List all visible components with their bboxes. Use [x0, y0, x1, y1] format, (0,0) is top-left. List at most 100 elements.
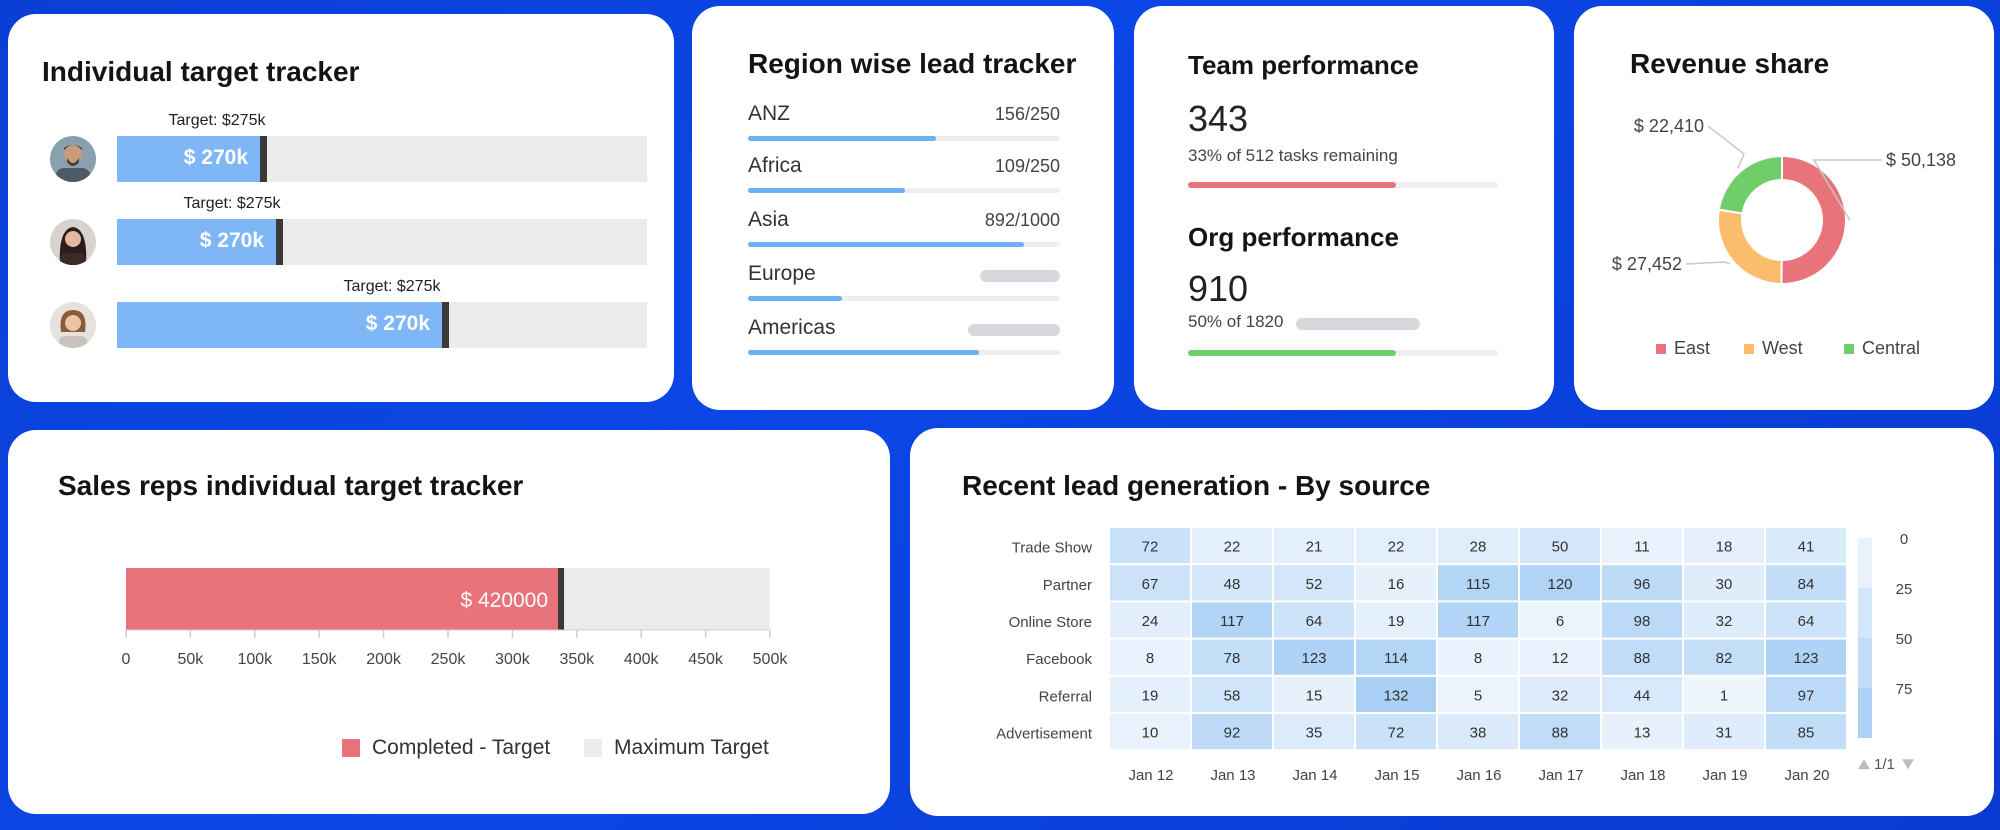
heatmap-cell	[1192, 565, 1272, 601]
legend-label: Central	[1862, 338, 1921, 358]
heatmap-cell	[1110, 639, 1190, 675]
legend-item-maximum[interactable]: Maximum Target	[584, 736, 769, 760]
legend-item-completed[interactable]: Completed - Target	[342, 736, 550, 760]
slice-value-label: $ 27,452	[1612, 254, 1682, 274]
cell-value: 11	[1634, 539, 1650, 556]
loading-placeholder	[968, 324, 1060, 336]
cell-value: 22	[1224, 539, 1241, 556]
heatmap-cell	[1110, 714, 1190, 750]
heatmap-cell	[1110, 565, 1190, 601]
cell-value: 48	[1224, 576, 1241, 593]
column-label: Jan 19	[1702, 767, 1747, 784]
region-row[interactable]: Americas	[748, 316, 1060, 362]
individual-target-tracker-card: Individual target tracker Target: $275k …	[8, 14, 674, 402]
cell-value: 1	[1720, 687, 1728, 704]
region-name: Africa	[748, 154, 802, 177]
progress-track	[748, 296, 1060, 301]
heatmap-cell	[1192, 528, 1272, 564]
cell-value: 8	[1146, 650, 1154, 667]
heatmap-cell	[1110, 676, 1190, 712]
row-label: Advertisement	[996, 726, 1093, 743]
avatar	[50, 136, 96, 182]
org-progress-track	[1188, 350, 1498, 356]
heatmap-cell	[1520, 676, 1600, 712]
x-tick-label: 150k	[302, 651, 338, 668]
cell-value: 92	[1224, 725, 1241, 742]
card-title: Recent lead generation - By source	[962, 470, 1431, 501]
cell-value: 88	[1634, 650, 1651, 667]
cell-value: 64	[1798, 613, 1815, 630]
region-lead-tracker-card: Region wise lead tracker ANZ 156/250 Afr…	[692, 6, 1114, 410]
heatmap-cell	[1356, 676, 1436, 712]
target-row[interactable]: Target: $275k $ 270k	[42, 112, 648, 182]
column-label: Jan 20	[1784, 767, 1829, 784]
heatmap-cell	[1602, 639, 1682, 675]
team-progress-fill	[1188, 182, 1396, 188]
legend-label: East	[1674, 338, 1711, 358]
org-performance-title: Org performance	[1188, 222, 1399, 252]
heatmap-cell	[1602, 565, 1682, 601]
x-tick-label: 250k	[431, 651, 467, 668]
region-row[interactable]: Africa 109/250	[748, 154, 1060, 200]
cell-value: 58	[1224, 687, 1241, 704]
scale-label: 75	[1896, 681, 1913, 698]
slice-value-label: $ 50,138	[1886, 150, 1956, 170]
cell-value: 117	[1466, 613, 1490, 630]
region-row[interactable]: Europe	[748, 262, 1060, 308]
progress-fill	[748, 350, 979, 355]
donut-slice-east	[1780, 154, 1847, 285]
heatmap-cell	[1438, 714, 1518, 750]
pager-label: 1/1	[1874, 756, 1895, 773]
cell-value: 98	[1634, 613, 1651, 630]
cell-value: 16	[1388, 576, 1405, 593]
target-row[interactable]: Target: $275k $ 270k	[42, 278, 648, 348]
x-tick-label: 450k	[688, 651, 724, 668]
card-title: Sales reps individual target tracker	[58, 470, 524, 501]
progress-track	[748, 188, 1060, 193]
progress-track	[748, 350, 1060, 355]
progress-track	[748, 242, 1060, 247]
heatmap-cell	[1274, 676, 1354, 712]
heatmap-cell	[1602, 602, 1682, 638]
heatmap-cell	[1520, 528, 1600, 564]
cell-value: 52	[1306, 576, 1323, 593]
revenue-share-card: Revenue share $ 50,138 $ 27,452 $ 22,410 E…	[1574, 6, 1994, 410]
lead-generation-card: Recent lead generation - By source Trade…	[910, 428, 1994, 816]
cell-value: 5	[1474, 687, 1482, 704]
org-performance-value: 910	[1188, 268, 1249, 309]
x-tick-label: 350k	[559, 651, 595, 668]
legend-item-west[interactable]: West	[1744, 338, 1803, 359]
donut-slice-central	[1717, 154, 1783, 215]
column-label: Jan 12	[1128, 767, 1173, 784]
heatmap-cell	[1192, 639, 1272, 675]
region-row[interactable]: Asia 892/1000	[748, 208, 1060, 254]
cell-value: 30	[1716, 576, 1733, 593]
scale-label: 25	[1896, 581, 1913, 598]
legend-item-central[interactable]: Central	[1844, 338, 1920, 359]
heatmap-cell	[1602, 676, 1682, 712]
progress-track: $ 270k	[117, 136, 647, 182]
x-tick-label: 300k	[495, 651, 531, 668]
cell-value: 78	[1224, 650, 1241, 667]
column-label: Jan 13	[1210, 767, 1255, 784]
sales-bullet-chart[interactable]: $ 420000 0 50k 100k 150k 200k 250k 300k 350k 400k…	[8, 430, 890, 814]
cell-value: 10	[1142, 725, 1159, 742]
region-row[interactable]: ANZ 156/250	[748, 102, 1060, 148]
completed-value-label: $ 420000	[460, 589, 548, 612]
x-tick-label: 0	[122, 651, 131, 668]
cell-value: 132	[1383, 687, 1408, 704]
region-count: 156/250	[994, 104, 1060, 124]
target-row[interactable]: Target: $275k $ 270k	[42, 195, 648, 265]
cell-value: 123	[1793, 650, 1818, 667]
target-label: Target: $275k	[183, 195, 281, 212]
revenue-donut-chart[interactable]: $ 50,138 $ 27,452 $ 22,410	[1574, 6, 1994, 410]
cell-value: 67	[1142, 576, 1159, 593]
target-marker	[260, 136, 267, 182]
card-title: Individual target tracker	[42, 56, 360, 87]
cell-value: 123	[1301, 650, 1326, 667]
progress-fill	[748, 136, 936, 141]
legend-label: West	[1762, 338, 1803, 358]
heatmap-cell	[1274, 565, 1354, 601]
legend-item-east[interactable]: East	[1656, 338, 1710, 359]
